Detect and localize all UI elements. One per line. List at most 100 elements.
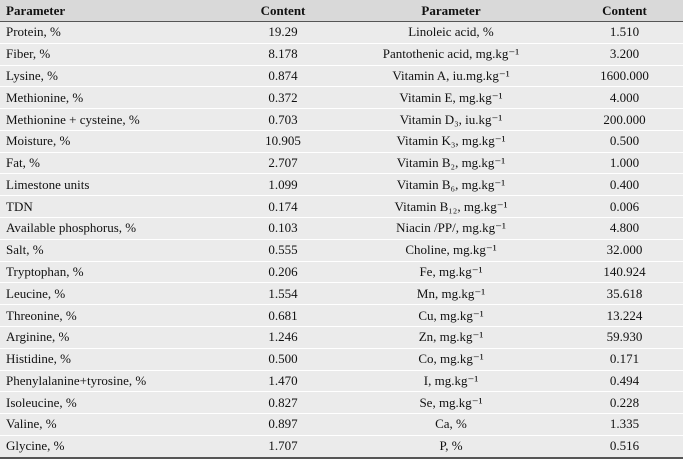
content-cell: 0.103	[230, 217, 336, 240]
content-cell: 0.500	[230, 348, 336, 371]
table-row: Leucine, % 1.554 Mn, mg.kg⁻¹ 35.618	[0, 282, 683, 306]
content-cell: 1.510	[566, 21, 683, 44]
content-cell: 0.171	[566, 348, 683, 371]
table-row: Available phosphorus, % 0.103 Niacin /PP/,…	[0, 217, 683, 240]
table-row: Fiber, % 8.178 Pantothenic acid, mg.kg⁻¹ 3.…	[0, 43, 683, 66]
parameter-cell: Glycine, %	[0, 435, 230, 459]
parameter-cell: Fiber, %	[0, 43, 230, 66]
content-cell: 0.516	[566, 435, 683, 459]
table-row: Lysine, % 0.874 Vitamin A, iu.mg.kg⁻¹ 1600.…	[0, 65, 683, 88]
content-cell: 0.874	[230, 65, 336, 88]
table-row: TDN 0.174 Vitamin B₁₂, mg.kg⁻¹ 0.006	[0, 195, 683, 219]
content-cell: 1.000	[566, 152, 683, 175]
parameter-cell: Methionine, %	[0, 86, 230, 110]
content-cell: 1.335	[566, 413, 683, 436]
parameter-cell: Mn, mg.kg⁻¹	[336, 282, 566, 306]
parameter-cell: Se, mg.kg⁻¹	[336, 391, 566, 415]
content-cell: 0.174	[230, 195, 336, 219]
parameter-cell: Pantothenic acid, mg.kg⁻¹	[336, 43, 566, 66]
parameter-cell: Vitamin B₂, mg.kg⁻¹	[336, 152, 566, 175]
content-cell: 1.470	[230, 370, 336, 393]
content-cell: 0.372	[230, 86, 336, 110]
content-cell: 0.897	[230, 413, 336, 436]
parameter-cell: Leucine, %	[0, 282, 230, 306]
parameter-cell: Tryptophan, %	[0, 261, 230, 284]
table-row: Glycine, % 1.707 P, % 0.516	[0, 435, 683, 459]
table-row: Protein, % 19.29 Linoleic acid, % 1.510	[0, 21, 683, 44]
parameter-cell: Lysine, %	[0, 65, 230, 88]
content-cell: 0.555	[230, 239, 336, 262]
parameter-cell: Threonine, %	[0, 304, 230, 327]
parameter-cell: Moisture, %	[0, 130, 230, 153]
content-cell: 0.006	[566, 195, 683, 219]
parameter-cell: Niacin /PP/, mg.kg⁻¹	[336, 217, 566, 240]
table-row: Threonine, % 0.681 Cu, mg.kg⁻¹ 13.224	[0, 304, 683, 327]
parameter-cell: Available phosphorus, %	[0, 217, 230, 240]
parameter-cell: Histidine, %	[0, 348, 230, 371]
table-row: Moisture, % 10.905 Vitamin K₃, mg.kg⁻¹ 0.50…	[0, 130, 683, 153]
table-body: Protein, % 19.29 Linoleic acid, % 1.510 Fibe…	[0, 21, 683, 459]
table-row: Methionine + cysteine, % 0.703 Vitamin D₃,…	[0, 108, 683, 131]
content-cell: 10.905	[230, 130, 336, 153]
content-cell: 59.930	[566, 326, 683, 349]
content-cell: 0.500	[566, 130, 683, 153]
content-cell: 0.400	[566, 173, 683, 197]
table-row: Tryptophan, % 0.206 Fe, mg.kg⁻¹ 140.924	[0, 261, 683, 284]
header-cell: Parameter	[0, 0, 230, 22]
content-cell: 0.703	[230, 108, 336, 131]
table-row: Salt, % 0.555 Choline, mg.kg⁻¹ 32.000	[0, 239, 683, 262]
table-row: Limestone units 1.099 Vitamin B₆, mg.kg⁻¹ 0…	[0, 173, 683, 197]
parameter-cell: Choline, mg.kg⁻¹	[336, 239, 566, 262]
content-cell: 19.29	[230, 21, 336, 44]
parameter-cell: Valine, %	[0, 413, 230, 436]
parameter-cell: Vitamin K₃, mg.kg⁻¹	[336, 130, 566, 153]
table-row: Valine, % 0.897 Ca, % 1.335	[0, 413, 683, 436]
parameter-cell: Vitamin D₃, iu.kg⁻¹	[336, 108, 566, 131]
content-cell: 0.206	[230, 261, 336, 284]
parameter-cell: Cu, mg.kg⁻¹	[336, 304, 566, 327]
parameter-cell: Vitamin A, iu.mg.kg⁻¹	[336, 65, 566, 88]
parameter-cell: Phenylalanine+tyrosine, %	[0, 370, 230, 393]
content-cell: 1.099	[230, 173, 336, 197]
header-cell: Parameter	[336, 0, 566, 22]
content-cell: 140.924	[566, 261, 683, 284]
content-cell: 4.800	[566, 217, 683, 240]
table-row: Phenylalanine+tyrosine, % 1.470 I, mg.kg⁻¹…	[0, 370, 683, 393]
header-row: Parameter Content Parameter Content	[0, 0, 683, 22]
parameter-cell: P, %	[336, 435, 566, 459]
parameter-cell: Ca, %	[336, 413, 566, 436]
parameter-cell: Salt, %	[0, 239, 230, 262]
parameter-cell: TDN	[0, 195, 230, 219]
parameter-cell: Protein, %	[0, 21, 230, 44]
content-cell: 0.827	[230, 391, 336, 415]
content-cell: 13.224	[566, 304, 683, 327]
parameter-cell: I, mg.kg⁻¹	[336, 370, 566, 393]
content-cell: 8.178	[230, 43, 336, 66]
parameter-cell: Vitamin E, mg.kg⁻¹	[336, 86, 566, 110]
parameter-cell: Vitamin B₆, mg.kg⁻¹	[336, 173, 566, 197]
table-row: Methionine, % 0.372 Vitamin E, mg.kg⁻¹ 4.00…	[0, 86, 683, 110]
table-row: Isoleucine, % 0.827 Se, mg.kg⁻¹ 0.228	[0, 391, 683, 415]
parameter-cell: Zn, mg.kg⁻¹	[336, 326, 566, 349]
parameter-cell: Linoleic acid, %	[336, 21, 566, 44]
content-cell: 2.707	[230, 152, 336, 175]
content-cell: 1600.000	[566, 65, 683, 88]
content-cell: 32.000	[566, 239, 683, 262]
content-cell: 35.618	[566, 282, 683, 306]
content-cell: 1.707	[230, 435, 336, 459]
parameter-cell: Fe, mg.kg⁻¹	[336, 261, 566, 284]
content-cell: 1.246	[230, 326, 336, 349]
table-row: Histidine, % 0.500 Co, mg.kg⁻¹ 0.171	[0, 348, 683, 371]
content-cell: 200.000	[566, 108, 683, 131]
parameter-cell: Vitamin B₁₂, mg.kg⁻¹	[336, 195, 566, 219]
parameter-cell: Limestone units	[0, 173, 230, 197]
header-cell: Content	[230, 0, 336, 22]
content-cell: 0.228	[566, 391, 683, 415]
table-row: Arginine, % 1.246 Zn, mg.kg⁻¹ 59.930	[0, 326, 683, 349]
header-cell: Content	[566, 0, 683, 22]
parameter-cell: Arginine, %	[0, 326, 230, 349]
table-row: Fat, % 2.707 Vitamin B₂, mg.kg⁻¹ 1.000	[0, 152, 683, 175]
content-cell: 1.554	[230, 282, 336, 306]
parameter-cell: Isoleucine, %	[0, 391, 230, 415]
